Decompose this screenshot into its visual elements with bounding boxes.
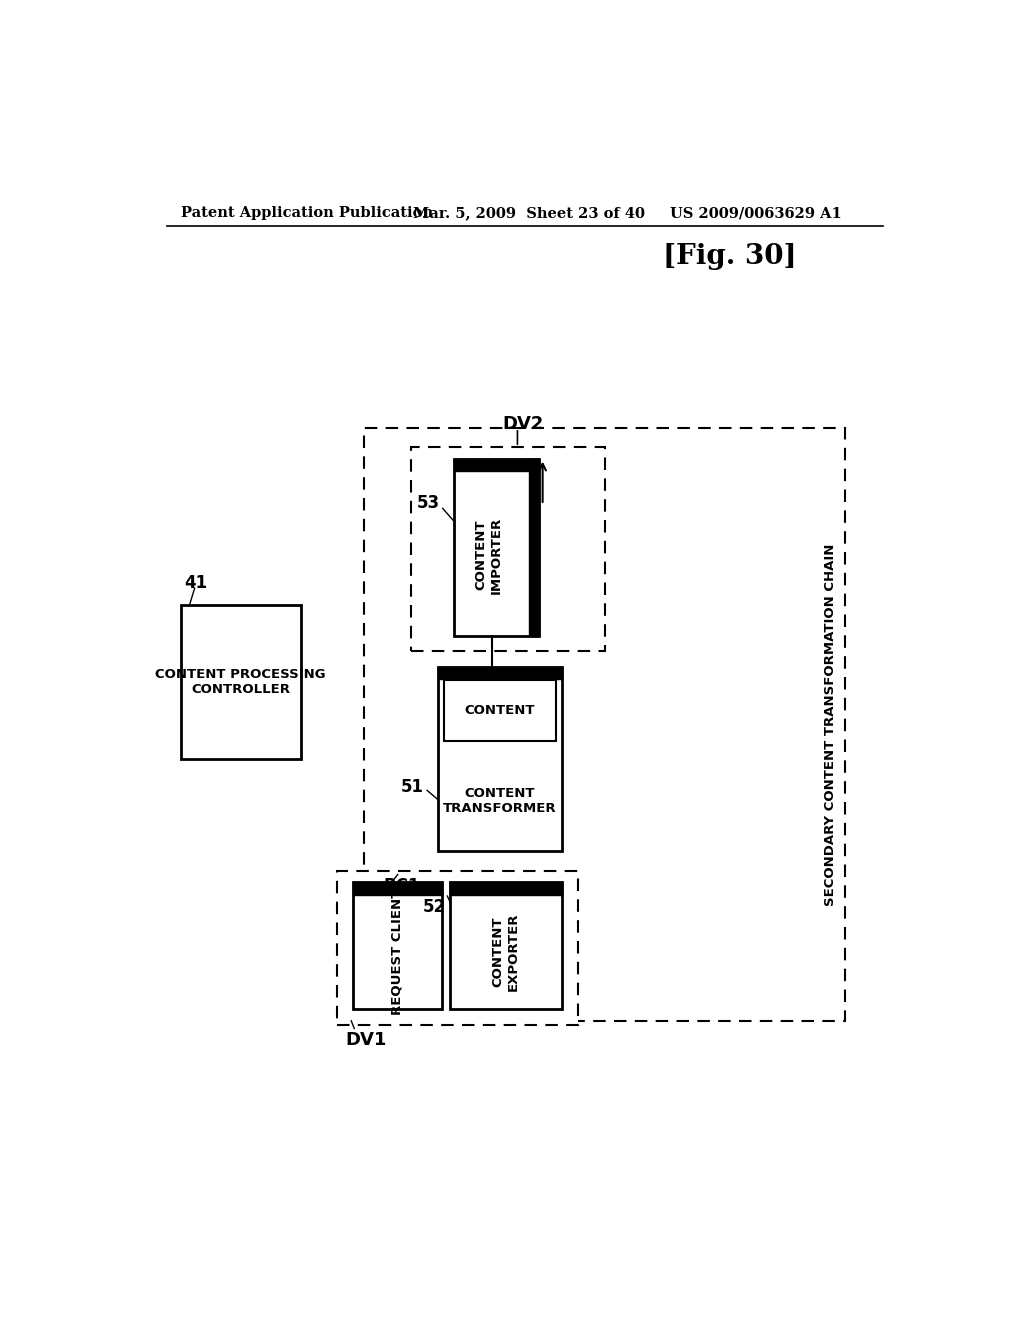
- Bar: [352, 882, 442, 1010]
- Bar: [438, 667, 562, 851]
- Bar: [450, 882, 562, 895]
- Bar: [454, 459, 539, 471]
- Bar: [454, 459, 539, 636]
- Text: DV2: DV2: [503, 414, 544, 433]
- Text: 41: 41: [184, 574, 208, 593]
- Bar: [411, 447, 604, 651]
- Text: RC1: RC1: [384, 876, 420, 895]
- Bar: [365, 428, 845, 1020]
- Text: US 2009/0063629 A1: US 2009/0063629 A1: [671, 206, 843, 220]
- Bar: [444, 681, 556, 741]
- Text: Patent Application Publication: Patent Application Publication: [180, 206, 433, 220]
- Text: CONTENT
IMPORTER: CONTENT IMPORTER: [474, 516, 503, 594]
- Bar: [337, 871, 578, 1024]
- Bar: [529, 459, 539, 636]
- Text: DV1: DV1: [345, 1031, 386, 1049]
- Bar: [180, 605, 301, 759]
- Text: 51: 51: [401, 777, 424, 796]
- Text: 52: 52: [423, 898, 445, 916]
- Text: CONTENT
EXPORTER: CONTENT EXPORTER: [492, 912, 520, 991]
- Bar: [450, 882, 562, 1010]
- Bar: [438, 667, 562, 678]
- Text: 53: 53: [417, 494, 439, 512]
- Text: [Fig. 30]: [Fig. 30]: [663, 243, 797, 271]
- Text: CONTENT
TRANSFORMER: CONTENT TRANSFORMER: [443, 787, 557, 816]
- Text: SECONDARY CONTENT TRANSFORMATION CHAIN: SECONDARY CONTENT TRANSFORMATION CHAIN: [824, 543, 838, 906]
- Text: REQUEST CLIENT: REQUEST CLIENT: [391, 888, 403, 1015]
- Text: CONTENT PROCESSING
CONTROLLER: CONTENT PROCESSING CONTROLLER: [156, 668, 326, 696]
- Bar: [352, 882, 442, 895]
- Text: CONTENT: CONTENT: [465, 704, 536, 717]
- Text: Mar. 5, 2009  Sheet 23 of 40: Mar. 5, 2009 Sheet 23 of 40: [414, 206, 645, 220]
